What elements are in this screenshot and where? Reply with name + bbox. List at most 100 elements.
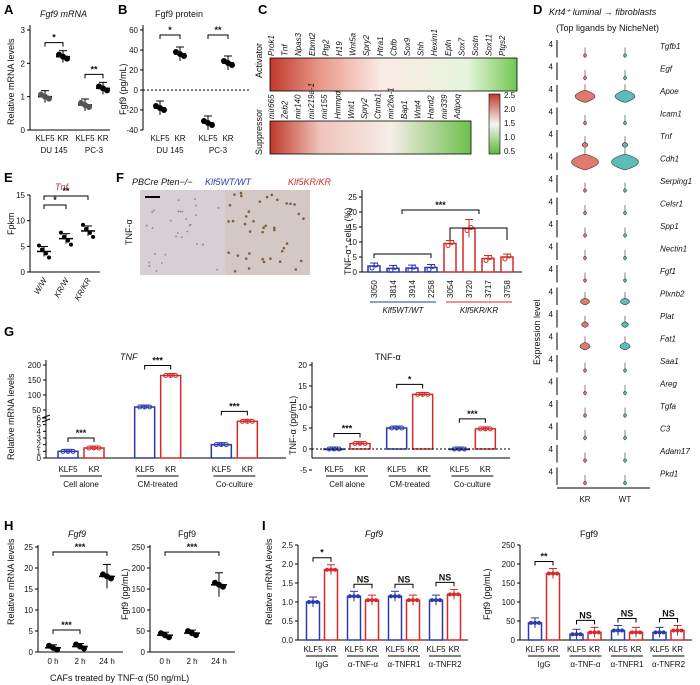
data-point — [555, 571, 559, 576]
group-label: IgG — [316, 660, 329, 669]
y-tick-label: 0.0 — [282, 636, 294, 645]
group-label: KR/W — [52, 275, 71, 299]
data-point — [161, 106, 168, 113]
gene-label: Spry2 — [360, 98, 369, 119]
significance: *** — [187, 542, 198, 552]
data-point — [249, 418, 255, 424]
panel-g-label: G — [4, 324, 14, 339]
bar-label: KR — [57, 134, 68, 143]
significance-bracket — [617, 618, 637, 623]
violin — [583, 475, 587, 486]
bar-label: KR — [242, 465, 253, 474]
data-point — [326, 446, 332, 452]
y-tick-label: 4 — [549, 468, 554, 477]
cell-dot — [244, 257, 248, 260]
sample-id: 3717 — [484, 280, 493, 298]
gene-label: Icam1 — [660, 110, 682, 119]
y-tick-label: 4 — [549, 85, 554, 94]
y-tick-label: 4 — [549, 220, 554, 229]
panel-f-y-tick-label: 5 — [353, 253, 358, 262]
significance-bracket — [353, 583, 373, 589]
violin — [583, 407, 587, 418]
data-point — [487, 255, 493, 260]
significance: ** — [90, 64, 98, 74]
gene-label: Ptg2 — [321, 39, 330, 56]
panel-f-stain-label: TNF-α — [124, 219, 134, 245]
gene-label: Nectin1 — [660, 245, 687, 254]
y-tick-label: 20 — [24, 564, 33, 573]
cell-dot — [275, 198, 279, 202]
x-label: 24 h — [99, 657, 115, 666]
gene-label: Sostn — [471, 35, 480, 56]
x-label: 24 h — [211, 657, 227, 666]
y-tick-label: 150 — [502, 579, 516, 588]
violin — [621, 315, 629, 328]
data-point — [218, 442, 224, 448]
data-point — [537, 620, 541, 625]
significance: * — [408, 374, 412, 384]
data-point — [91, 234, 95, 239]
gene-label: Ctnnb1 — [373, 93, 382, 119]
data-point — [213, 442, 219, 448]
group-label: α-TNF-α — [348, 660, 379, 669]
panel-e-y-tick-label: 10 — [16, 217, 25, 226]
gene-label: C3 — [660, 425, 671, 434]
ihc-kr-image — [225, 190, 310, 275]
data-point — [399, 425, 405, 431]
gene-label: Sox9 — [403, 37, 412, 56]
data-point — [85, 103, 92, 110]
panel-d-ylabel: Expression level — [532, 299, 542, 365]
gene-label: Tnf — [281, 44, 290, 56]
panel-c: C Activator Suppressor Prok1 Tnf Npas3 Ebmt… — [254, 2, 518, 156]
sample-id: 3758 — [503, 280, 512, 298]
data-point — [239, 418, 245, 424]
axis-break — [41, 414, 51, 423]
sample-id: 3050 — [370, 280, 379, 298]
violin — [623, 182, 627, 193]
data-point — [415, 598, 419, 603]
data-point — [66, 238, 70, 243]
bar-label: KLF5 — [198, 134, 218, 143]
data-point — [47, 255, 51, 260]
y-tick-label: 20 — [298, 361, 307, 370]
cell-dot — [252, 219, 255, 223]
panel-f: F PBCre Pten−/− Klf5WT/WT Klf5KR/KR TNF-… — [116, 170, 522, 315]
panel-i: I Fgf9 Relative mRNA levels Fgf9 Fgf9 (p… — [262, 518, 692, 669]
data-point — [209, 121, 216, 128]
panel-f-genotype: PBCre Pten−/− — [132, 177, 193, 187]
bar — [385, 427, 408, 450]
legend-tick: 1.0 — [504, 133, 516, 142]
cell-dot — [278, 260, 282, 263]
significance-bracket — [401, 209, 480, 214]
panel-b-ylabel: Fgf9 (pg/mL) — [118, 63, 128, 115]
significance: *** — [342, 424, 353, 434]
panel-d-subtitle: (Top ligands by NicheNet) — [556, 23, 659, 33]
significance-bracket — [396, 383, 424, 389]
gene-label: H19 — [335, 41, 344, 56]
bar — [545, 572, 561, 641]
panel-h-right-ylabel: Fgf9 (pg/mL) — [120, 568, 130, 620]
data-point — [44, 251, 48, 256]
y-tick-label: 100 — [132, 606, 146, 615]
panel-e-y-tick-label: 5 — [21, 242, 26, 251]
gene-label: Tgfa — [660, 402, 677, 411]
y-tick-label: 4 — [549, 310, 554, 319]
data-point — [91, 445, 97, 451]
gene-label: Tnf — [660, 132, 672, 141]
violin — [623, 362, 627, 373]
group-label: Klf5KR/KR — [460, 306, 498, 315]
y-tick-label: 4 — [549, 40, 554, 49]
cell-dot — [258, 200, 262, 203]
y-tick-label: 15 — [298, 382, 307, 391]
group-label: PC-3 — [209, 146, 228, 155]
cell-dot — [240, 194, 243, 198]
x-label: 0 h — [159, 657, 170, 666]
significance-bracket — [52, 551, 108, 556]
significance-bracket — [43, 204, 67, 209]
significance: NS — [579, 610, 592, 620]
data-point — [193, 632, 200, 639]
bar-label: KR — [97, 134, 108, 143]
panel-h-left-ylabel: Relative mRNA levels — [6, 538, 16, 625]
cell-dot — [177, 199, 180, 202]
